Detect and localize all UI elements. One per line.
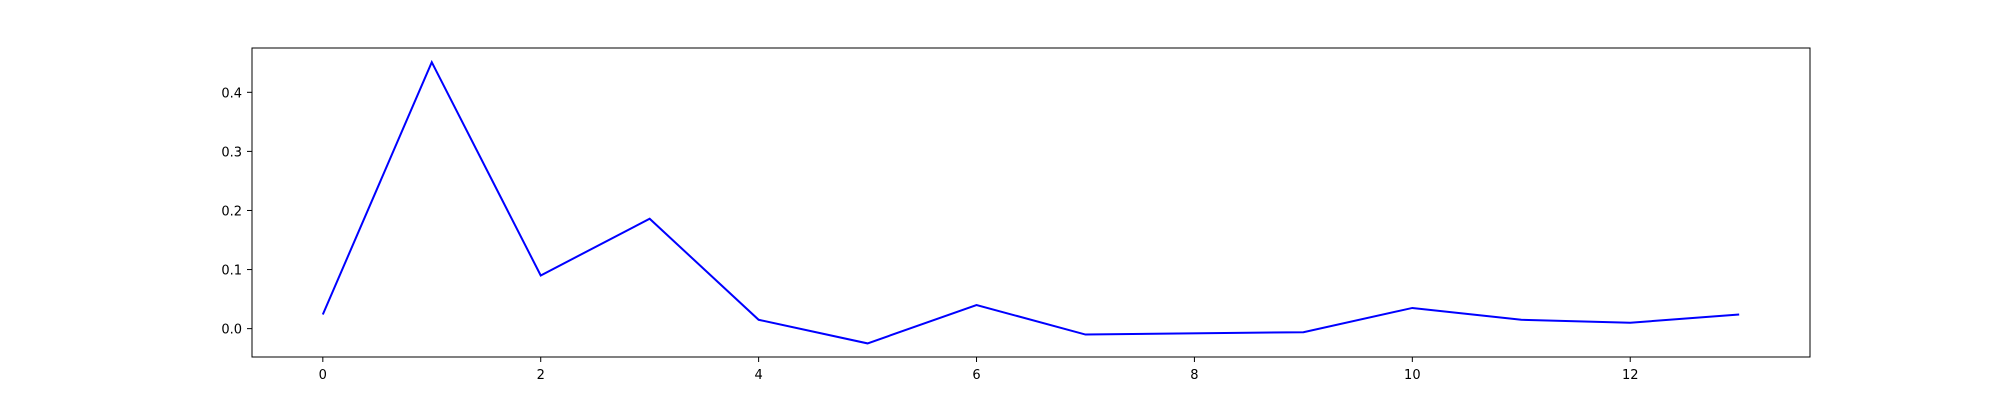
x-tick-label: 2	[537, 368, 545, 383]
x-tick-label: 10	[1404, 368, 1421, 383]
data-points	[322, 62, 1740, 344]
x-tick-label: 12	[1622, 368, 1639, 383]
x-tick-label: 0	[319, 368, 327, 383]
x-tick-label: 4	[754, 368, 762, 383]
y-tick-label: 0.0	[221, 323, 242, 338]
y-axis: 0.0 0.1 0.2 0.3 0.4	[221, 86, 252, 338]
x-axis: 0 2 4 6 8 10 12	[319, 357, 1639, 383]
x-tick-label: 8	[1190, 368, 1198, 383]
y-tick-label: 0.3	[221, 145, 242, 160]
y-tick-label: 0.4	[221, 86, 242, 101]
plot-area	[251, 47, 1811, 358]
x-tick-label: 6	[972, 368, 980, 383]
y-tick-label: 0.1	[221, 264, 242, 279]
y-tick-label: 0.2	[221, 204, 242, 219]
